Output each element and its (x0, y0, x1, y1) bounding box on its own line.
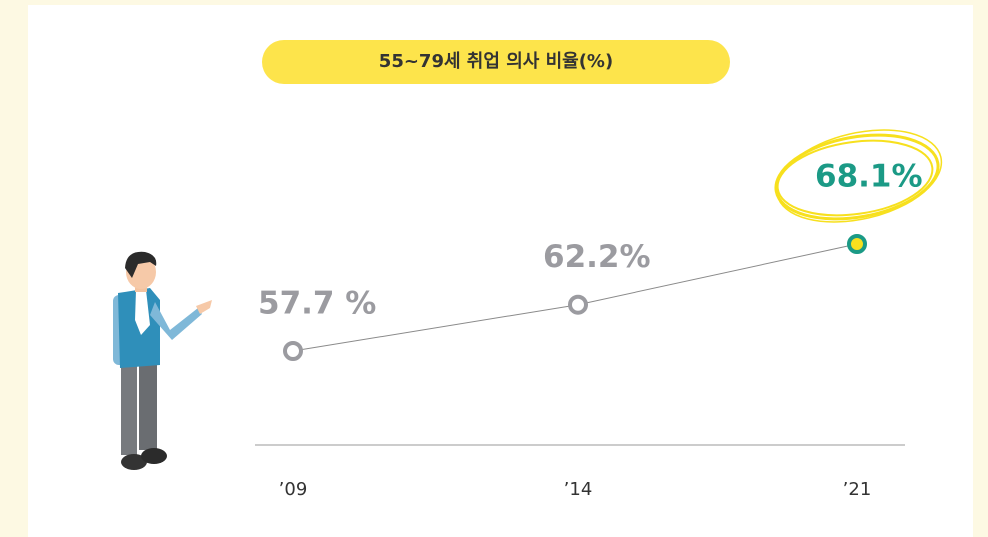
chart-title: 55~79세 취업 의사 비율(%) (379, 51, 613, 72)
value-label: 57.7 % (258, 286, 376, 322)
chart: 55~79세 취업 의사 비율(%) 57.7 % ’09 62.2% ’14 68.1… (0, 0, 988, 537)
value-label: 62.2% (543, 239, 651, 275)
x-tick-label: ’21 (843, 479, 872, 500)
data-point (570, 297, 586, 313)
x-tick-label: ’14 (564, 479, 593, 500)
value-label: 68.1% (815, 159, 923, 195)
data-point (285, 343, 301, 359)
page: 55~79세 취업 의사 비율(%) 57.7 % ’09 62.2% ’14 68.1… (0, 0, 988, 537)
data-point (849, 236, 865, 252)
card (28, 5, 973, 537)
x-tick-label: ’09 (279, 479, 308, 500)
